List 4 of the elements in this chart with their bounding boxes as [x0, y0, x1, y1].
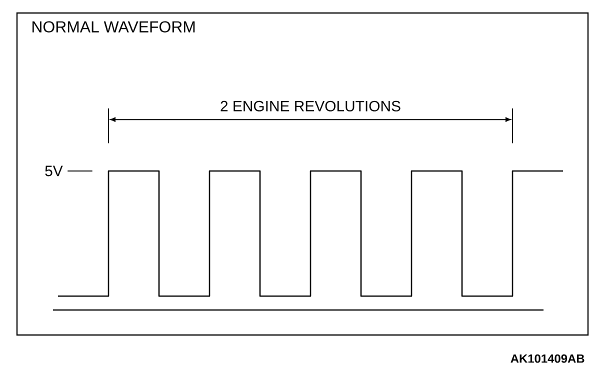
text: AK101409AB [510, 354, 584, 363]
annotation: 5V [45, 166, 63, 176]
text: 2 ENGINE REVOLUTIONS [220, 100, 400, 112]
chart-title: NORMAL WAVEFORM [32, 21, 195, 32]
